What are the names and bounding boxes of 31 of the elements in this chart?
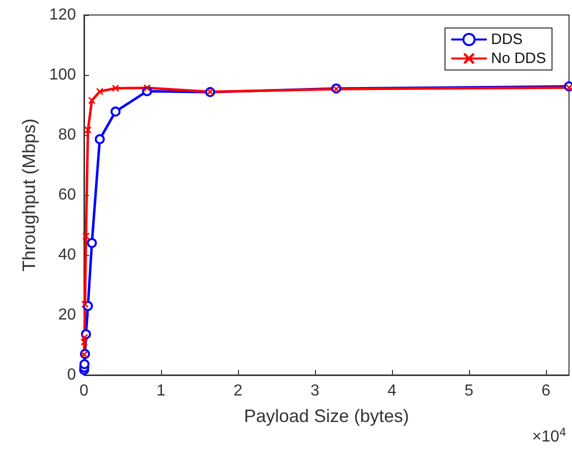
y-tick-label: 60 [58, 186, 76, 204]
point [80, 359, 90, 370]
point [144, 84, 151, 92]
x-tick-label: 2 [234, 382, 243, 400]
y-tick-label: 80 [58, 126, 76, 144]
point [84, 126, 92, 134]
x-axis-title: Payload Size (bytes) [244, 406, 410, 426]
point [81, 300, 88, 308]
legend-label: No DDS [490, 50, 546, 67]
y-tick-label: 20 [58, 306, 76, 324]
point [86, 238, 97, 248]
x-tick-label: 1 [156, 382, 166, 400]
x-tick-label: 4 [387, 382, 396, 400]
y-tick-label: 120 [49, 6, 76, 24]
x-tick-label: 6 [541, 382, 550, 400]
point [566, 84, 572, 92]
point [110, 106, 121, 117]
y-tick-label: 40 [58, 246, 76, 264]
point [80, 334, 88, 341]
point [96, 88, 104, 95]
x-tick-label: 3 [310, 382, 320, 400]
y-tick-label: 100 [49, 66, 76, 84]
point [94, 134, 105, 144]
y-axis-title: Throughput (Mbps) [19, 118, 39, 272]
legend-label: DDS [490, 31, 523, 48]
point [82, 232, 90, 240]
point [88, 97, 96, 104]
x-tick-label: 5 [464, 382, 474, 400]
point [112, 84, 120, 92]
x-tick-label: 0 [80, 382, 89, 400]
y-tick-label: 0 [67, 366, 76, 384]
